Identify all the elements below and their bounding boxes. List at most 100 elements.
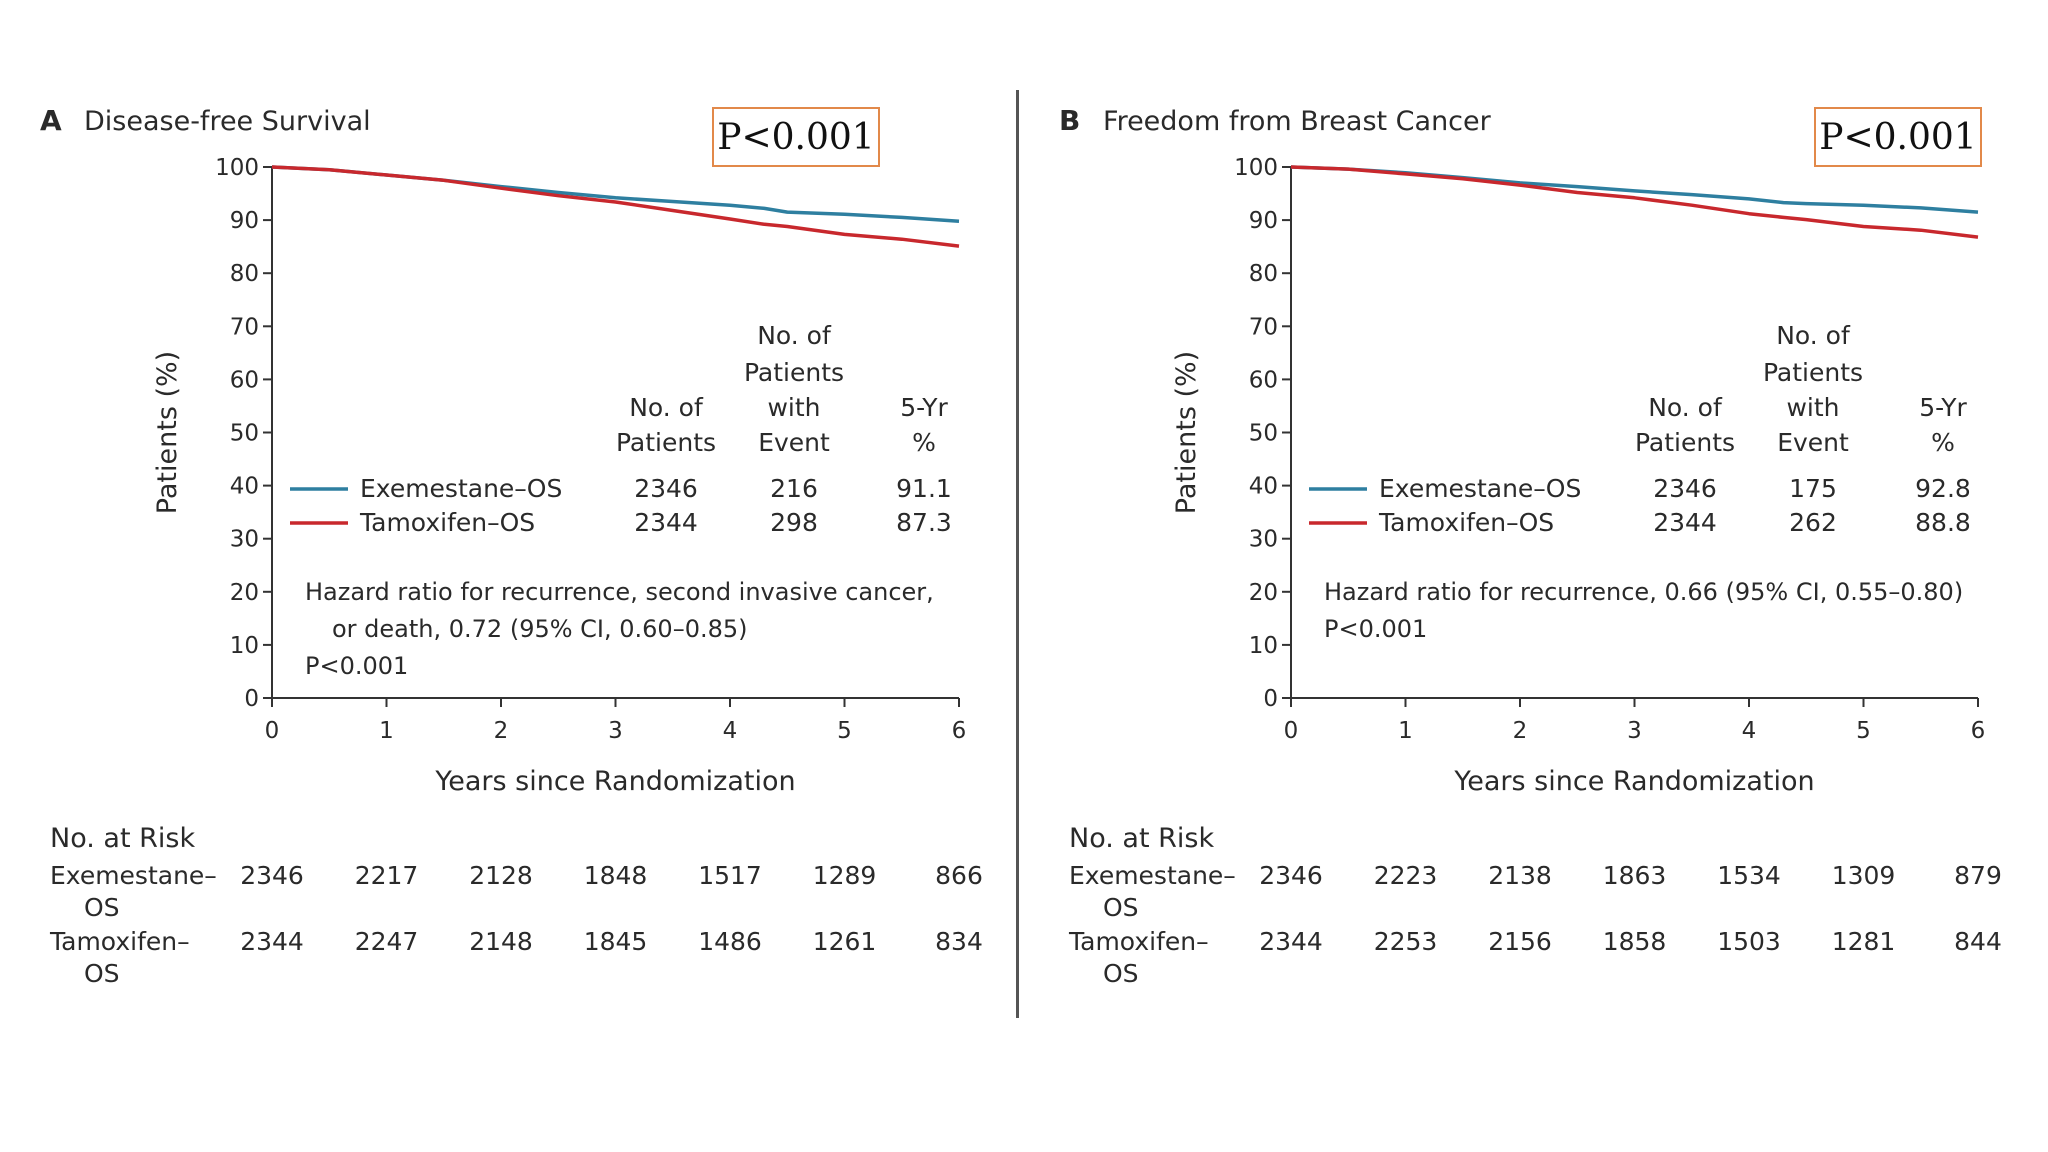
panel-a-header-events: No. of <box>757 321 832 350</box>
panel-a-x-axis-label: Years since Randomization <box>434 766 795 797</box>
panel-a-y-tick-label: 90 <box>230 208 259 234</box>
panel-a-x-tick-label: 0 <box>265 718 280 744</box>
panel-b-events-1: 262 <box>1789 508 1837 537</box>
panel-a-header-rate: 5-Yr <box>900 393 948 422</box>
panel-a-risk-value: 1848 <box>584 861 648 890</box>
panel-b-x-tick-label: 5 <box>1856 718 1871 744</box>
panel-a-risk-value: 2148 <box>469 927 533 956</box>
panel-a-title: Disease-free Survival <box>84 106 371 137</box>
panel-a-risk-value: 866 <box>935 861 983 890</box>
panel-b-risk-value: 1309 <box>1832 861 1896 890</box>
panel-b-x-tick-label: 4 <box>1742 718 1757 744</box>
panel-a-annotation-line: P<0.001 <box>305 652 408 680</box>
panel-b-y-tick-label: 40 <box>1249 474 1278 500</box>
panel-b-five-yr-0: 92.8 <box>1915 474 1971 503</box>
panel-b-risk-value: 2344 <box>1259 927 1323 956</box>
panel-a-y-tick-label: 60 <box>230 367 259 393</box>
panel-a-x-tick-label: 1 <box>379 718 394 744</box>
panel-b-risk-value: 2253 <box>1374 927 1438 956</box>
panel-b-legend-label-1: Tamoxifen–OS <box>1378 508 1554 537</box>
panel-b-patients-1: 2344 <box>1653 508 1717 537</box>
panel-a-legend-label-0: Exemestane–OS <box>360 474 562 503</box>
panel-a-header-events: with <box>767 393 820 422</box>
panel-a-y-tick-label: 30 <box>230 527 259 553</box>
panel-b-header-rate: % <box>1931 428 1955 457</box>
panel-divider <box>1016 90 1019 1018</box>
panel-a-y-tick-label: 80 <box>230 261 259 287</box>
panel-a-risk-value: 1289 <box>813 861 877 890</box>
panel-a-risk-value: 2346 <box>240 861 304 890</box>
panel-b-risk-value: 1534 <box>1717 861 1781 890</box>
panel-b-annotation-line: Hazard ratio for recurrence, 0.66 (95% C… <box>1324 578 1963 606</box>
panel-b-x-tick-label: 0 <box>1284 718 1299 744</box>
panel-a-risk-value: 2247 <box>355 927 419 956</box>
panel-b-risk-label: Exemestane– <box>1069 861 1236 890</box>
panel-b-events-0: 175 <box>1789 474 1837 503</box>
panel-b-header-rate: 5-Yr <box>1919 393 1967 422</box>
panel-a-annotation-line: or death, 0.72 (95% CI, 0.60–0.85) <box>332 615 748 643</box>
panel-a-y-tick-label: 10 <box>230 633 259 659</box>
panel-b-risk-value: 879 <box>1954 861 2002 890</box>
panel-b-y-tick-label: 30 <box>1249 527 1278 553</box>
panel-a-y-tick-label: 70 <box>230 314 259 340</box>
panel-b-risk-value: 1281 <box>1832 927 1896 956</box>
panel-b-risk-value: 2346 <box>1259 861 1323 890</box>
panel-a-header-events: Event <box>758 428 830 457</box>
panel-a-risk-value: 2344 <box>240 927 304 956</box>
panel-b-y-axis-label: Patients (%) <box>1171 351 1202 514</box>
panel-a-risk-value: 1486 <box>698 927 762 956</box>
panel-b-risk-value: 2156 <box>1488 927 1552 956</box>
panel-a-x-tick-label: 5 <box>837 718 852 744</box>
panel-b-y-tick-label: 90 <box>1249 208 1278 234</box>
panel-a-patients-0: 2346 <box>634 474 698 503</box>
panel-b-risk-label: OS <box>1103 893 1139 922</box>
panel-a-risk-label: OS <box>84 893 120 922</box>
panel-b-y-tick-label: 70 <box>1249 314 1278 340</box>
panel-b-series-line-1 <box>1290 165 1979 239</box>
panel-b-risk-value: 2138 <box>1488 861 1552 890</box>
panel-b-p-value-box: P<0.001 <box>1814 107 1982 167</box>
panel-b-y-tick-label: 0 <box>1263 686 1278 712</box>
panel-b-x-tick-label: 2 <box>1513 718 1528 744</box>
panel-a-x-tick-label: 4 <box>723 718 738 744</box>
panel-a-five-yr-1: 87.3 <box>896 508 952 537</box>
panel-b-y-tick-label: 10 <box>1249 633 1278 659</box>
panel-b-patients-0: 2346 <box>1653 474 1717 503</box>
panel-b-y-tick-label: 100 <box>1234 155 1278 181</box>
panel-b-header-events: Patients <box>1763 358 1863 387</box>
panel-a-risk-value: 1261 <box>813 927 877 956</box>
panel-a-y-tick-label: 50 <box>230 421 259 447</box>
panel-a-y-tick-label: 0 <box>244 686 259 712</box>
panel-a-risk-label: OS <box>84 959 120 988</box>
panel-b-y-tick-label: 50 <box>1249 421 1278 447</box>
panel-b-y-tick-label: 60 <box>1249 367 1278 393</box>
panel-a-risk-value: 1517 <box>698 861 762 890</box>
panel-b-panel-letter: B <box>1059 104 1080 137</box>
panel-a-legend-label-1: Tamoxifen–OS <box>359 508 535 537</box>
panel-b-legend-label-0: Exemestane–OS <box>1379 474 1581 503</box>
panel-b-risk-value: 1503 <box>1717 927 1781 956</box>
panel-a-events-0: 216 <box>770 474 818 503</box>
panel-b-risk-value: 2223 <box>1374 861 1438 890</box>
panel-a-risk-label: Exemestane– <box>50 861 217 890</box>
panel-b-header-events: Event <box>1777 428 1849 457</box>
panel-b-annotation-line: P<0.001 <box>1324 615 1427 643</box>
panel-b-risk-value: 1863 <box>1603 861 1667 890</box>
panel-a-panel-letter: A <box>40 104 62 137</box>
panel-a-y-axis-label: Patients (%) <box>152 351 183 514</box>
panel-a-patients-1: 2344 <box>634 508 698 537</box>
panel-a-header-rate: % <box>912 428 936 457</box>
panel-a-header-events: Patients <box>744 358 844 387</box>
panel-a-y-tick-label: 100 <box>215 155 259 181</box>
panel-b-x-axis-label: Years since Randomization <box>1453 766 1814 797</box>
panel-b-header-events: with <box>1786 393 1839 422</box>
panel-b-five-yr-1: 88.8 <box>1915 508 1971 537</box>
panel-b-risk-label: OS <box>1103 959 1139 988</box>
panel-a-header-patients: Patients <box>616 428 716 457</box>
panel-a-y-tick-label: 40 <box>230 474 259 500</box>
panel-b-x-tick-label: 3 <box>1627 718 1642 744</box>
panel-b-risk-value: 1858 <box>1603 927 1667 956</box>
panel-b-chart: B Freedom from Breast Cancer0102030405060… <box>1059 104 2002 988</box>
panel-a-x-tick-label: 6 <box>952 718 967 744</box>
